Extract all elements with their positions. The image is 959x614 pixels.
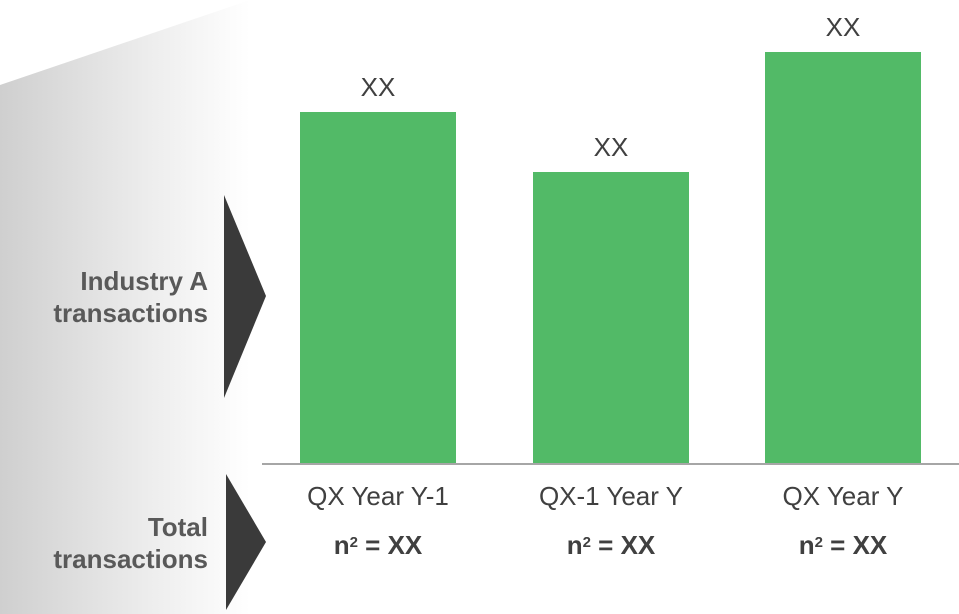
bar-2 (533, 172, 689, 464)
background-wedge (0, 0, 250, 614)
bar-value-label-1: XX (361, 72, 396, 102)
industry-row-label: Industry A transactions (0, 265, 208, 329)
sample-size-label-1: n2 = XX (333, 530, 423, 560)
total-row-label-line2: transactions (53, 544, 208, 574)
total-row-arrow-icon (226, 474, 266, 610)
bar-1 (300, 112, 456, 464)
bar-value-label-3: XX (826, 12, 861, 42)
category-label-3: QX Year Y (782, 481, 904, 511)
industry-row-label-line1: Industry A (80, 266, 208, 296)
bar-value-label-2: XX (594, 132, 629, 162)
category-label-2: QX-1 Year Y (538, 481, 684, 511)
industry-row-label-line2: transactions (53, 298, 208, 328)
total-row-label: Total transactions (0, 511, 208, 575)
bar-3 (765, 52, 921, 464)
sample-size-label-3: n2 = XX (798, 530, 888, 560)
total-row-label-line1: Total (147, 512, 208, 542)
industry-row-arrow-icon (224, 195, 266, 398)
category-label-1: QX Year Y-1 (307, 481, 449, 511)
sample-size-label-2: n2 = XX (566, 530, 656, 560)
